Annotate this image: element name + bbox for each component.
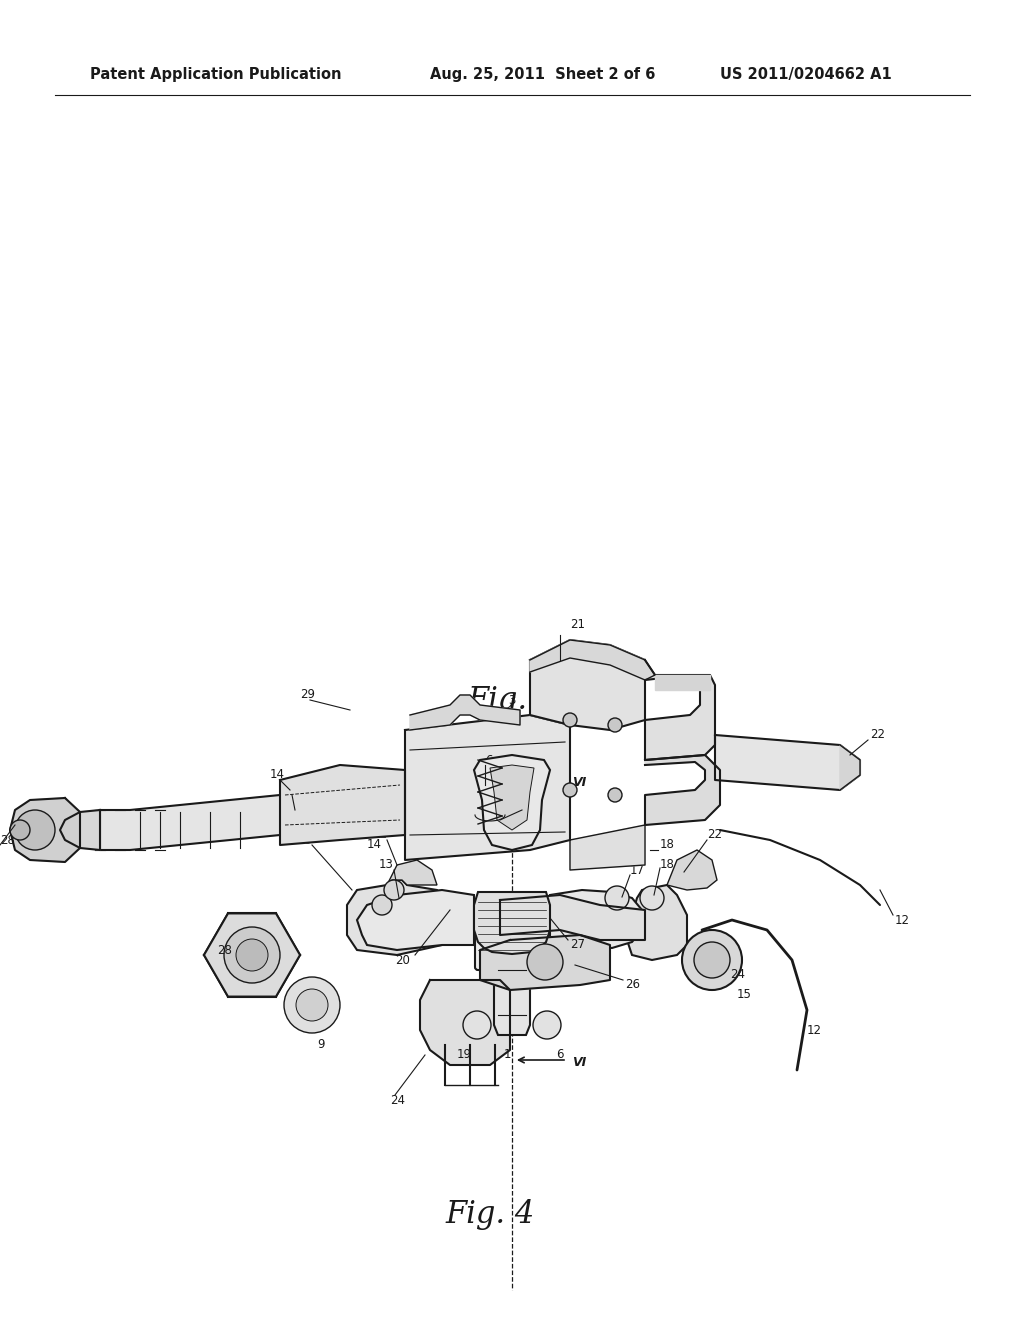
FancyBboxPatch shape xyxy=(475,909,549,970)
Polygon shape xyxy=(840,744,860,789)
Circle shape xyxy=(608,788,622,803)
Text: 24: 24 xyxy=(730,969,745,982)
Circle shape xyxy=(15,810,55,850)
Polygon shape xyxy=(494,954,530,1035)
Text: 15: 15 xyxy=(737,989,752,1002)
Text: Patent Application Publication: Patent Application Publication xyxy=(90,67,341,82)
Text: 13: 13 xyxy=(379,858,394,871)
Polygon shape xyxy=(667,850,717,890)
Polygon shape xyxy=(204,913,300,997)
Circle shape xyxy=(563,713,577,727)
Polygon shape xyxy=(280,766,406,845)
Circle shape xyxy=(640,886,664,909)
Text: 18: 18 xyxy=(660,838,675,851)
Text: 28: 28 xyxy=(0,833,15,846)
Text: 20: 20 xyxy=(395,953,410,966)
Polygon shape xyxy=(480,935,610,990)
Text: Fig. 3: Fig. 3 xyxy=(467,685,557,715)
Polygon shape xyxy=(347,880,442,954)
Circle shape xyxy=(284,977,340,1034)
Polygon shape xyxy=(500,895,645,940)
Text: 18: 18 xyxy=(660,858,675,871)
Polygon shape xyxy=(406,715,570,861)
Text: 21: 21 xyxy=(372,829,387,842)
Polygon shape xyxy=(60,810,100,850)
Text: 29: 29 xyxy=(300,689,315,701)
Polygon shape xyxy=(474,892,550,954)
Text: 29: 29 xyxy=(297,833,312,846)
Polygon shape xyxy=(420,979,510,1065)
Text: 27: 27 xyxy=(570,939,585,952)
Circle shape xyxy=(10,820,30,840)
Text: 26: 26 xyxy=(625,978,640,991)
Text: 21: 21 xyxy=(570,619,585,631)
Circle shape xyxy=(236,939,268,972)
Polygon shape xyxy=(410,696,520,730)
Text: 13: 13 xyxy=(281,784,295,796)
Text: 19: 19 xyxy=(457,1048,471,1061)
Text: 2: 2 xyxy=(486,734,494,747)
Circle shape xyxy=(694,942,730,978)
Text: 14: 14 xyxy=(270,768,285,781)
Text: 12: 12 xyxy=(807,1023,822,1036)
Text: 22: 22 xyxy=(870,729,885,742)
Polygon shape xyxy=(627,884,687,960)
Polygon shape xyxy=(530,640,645,730)
Polygon shape xyxy=(570,825,645,870)
Polygon shape xyxy=(474,755,550,850)
Circle shape xyxy=(682,931,742,990)
Circle shape xyxy=(384,880,404,900)
Circle shape xyxy=(296,989,328,1020)
Text: 24: 24 xyxy=(390,1093,406,1106)
Text: 19: 19 xyxy=(520,799,535,812)
Polygon shape xyxy=(645,660,715,760)
Circle shape xyxy=(463,1011,490,1039)
Polygon shape xyxy=(387,861,437,884)
Text: US 2011/0204662 A1: US 2011/0204662 A1 xyxy=(720,67,892,82)
Text: 12: 12 xyxy=(895,913,910,927)
Text: Fig. 4: Fig. 4 xyxy=(445,1200,535,1230)
Text: 28: 28 xyxy=(217,944,231,957)
Circle shape xyxy=(527,944,563,979)
Text: 6: 6 xyxy=(556,1048,564,1061)
Polygon shape xyxy=(490,766,534,830)
Circle shape xyxy=(372,895,392,915)
Polygon shape xyxy=(550,890,642,948)
Polygon shape xyxy=(100,789,400,850)
Polygon shape xyxy=(10,799,80,862)
Circle shape xyxy=(563,783,577,797)
Text: VI: VI xyxy=(572,776,587,788)
Text: 17: 17 xyxy=(630,863,645,876)
Polygon shape xyxy=(530,640,655,680)
Text: 6: 6 xyxy=(485,754,493,767)
Circle shape xyxy=(608,718,622,733)
Circle shape xyxy=(605,886,629,909)
Polygon shape xyxy=(645,755,720,825)
Circle shape xyxy=(534,1011,561,1039)
Text: VI: VI xyxy=(572,1056,587,1068)
Text: 22: 22 xyxy=(707,829,722,842)
Text: 14: 14 xyxy=(367,838,382,851)
Text: 9: 9 xyxy=(317,1039,325,1052)
Polygon shape xyxy=(357,890,474,950)
Text: 3: 3 xyxy=(508,693,516,706)
Text: Aug. 25, 2011  Sheet 2 of 6: Aug. 25, 2011 Sheet 2 of 6 xyxy=(430,67,655,82)
Text: 1: 1 xyxy=(503,1048,511,1061)
Polygon shape xyxy=(655,675,710,690)
Polygon shape xyxy=(715,735,860,789)
Circle shape xyxy=(224,927,280,983)
